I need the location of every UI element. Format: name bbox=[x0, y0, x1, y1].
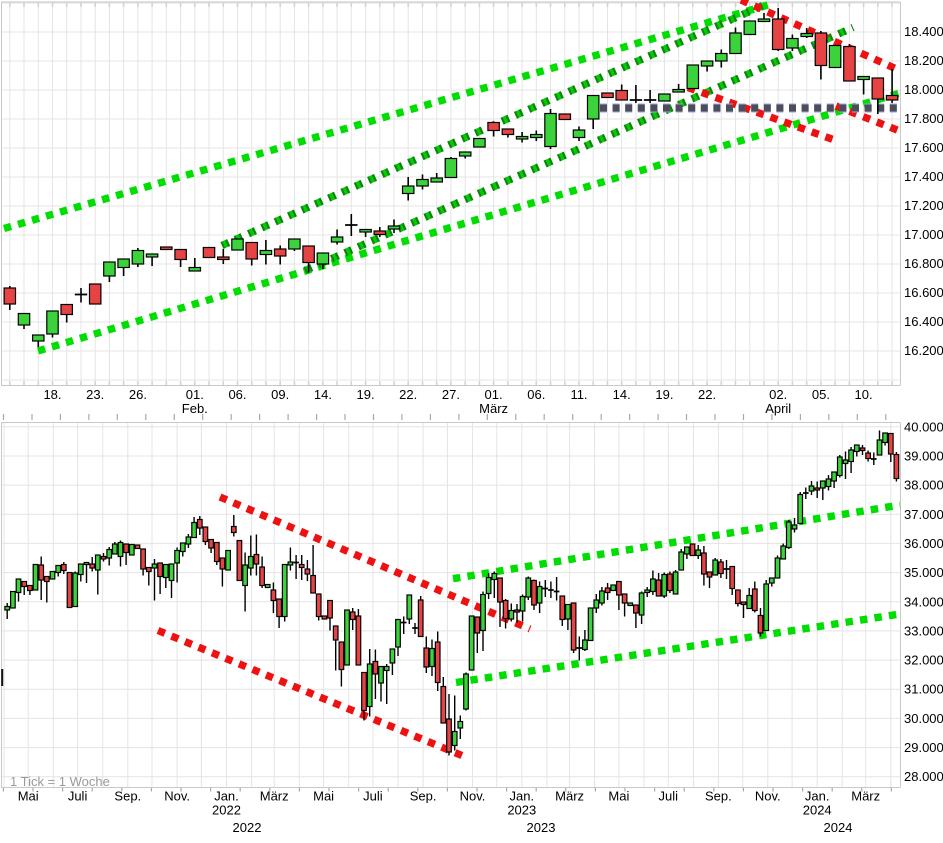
svg-text:06.: 06. bbox=[527, 387, 545, 402]
svg-text:19.: 19. bbox=[655, 387, 673, 402]
svg-text:Mai: Mai bbox=[313, 789, 334, 804]
svg-text:Jan.: Jan. bbox=[510, 789, 535, 804]
svg-text:35.000: 35.000 bbox=[904, 565, 943, 580]
svg-text:2022: 2022 bbox=[233, 820, 262, 835]
svg-text:01.: 01. bbox=[485, 387, 503, 402]
svg-text:26.: 26. bbox=[129, 387, 147, 402]
svg-text:22.: 22. bbox=[698, 387, 716, 402]
svg-text:Jan.: Jan. bbox=[805, 789, 830, 804]
svg-text:18.000: 18.000 bbox=[904, 82, 943, 97]
svg-text:Juli: Juli bbox=[363, 789, 383, 804]
svg-text:11.: 11. bbox=[570, 387, 587, 402]
svg-text:März: März bbox=[260, 789, 289, 804]
svg-text:16.800: 16.800 bbox=[904, 256, 943, 271]
svg-text:18.: 18. bbox=[43, 387, 61, 402]
svg-text:Nov.: Nov. bbox=[460, 789, 486, 804]
svg-text:17.600: 17.600 bbox=[904, 140, 943, 155]
svg-text:10.: 10. bbox=[855, 387, 873, 402]
svg-text:36.000: 36.000 bbox=[904, 536, 943, 551]
svg-text:17.800: 17.800 bbox=[904, 111, 943, 126]
svg-text:2023: 2023 bbox=[527, 820, 556, 835]
svg-text:17.000: 17.000 bbox=[904, 227, 943, 242]
svg-text:09.: 09. bbox=[271, 387, 289, 402]
svg-text:März: März bbox=[555, 789, 584, 804]
svg-text:16.600: 16.600 bbox=[904, 285, 943, 300]
svg-text:2023: 2023 bbox=[507, 803, 536, 818]
svg-text:31.000: 31.000 bbox=[904, 682, 943, 697]
svg-text:Mai: Mai bbox=[608, 789, 629, 804]
svg-text:14.: 14. bbox=[613, 387, 631, 402]
svg-text:Jan.: Jan. bbox=[214, 789, 239, 804]
svg-text:Juli: Juli bbox=[659, 789, 679, 804]
svg-text:28.000: 28.000 bbox=[904, 769, 943, 784]
svg-text:Nov.: Nov. bbox=[164, 789, 190, 804]
svg-text:Sep.: Sep. bbox=[410, 789, 437, 804]
svg-text:17.200: 17.200 bbox=[904, 198, 943, 213]
svg-text:Mai: Mai bbox=[18, 789, 39, 804]
svg-text:14.: 14. bbox=[314, 387, 332, 402]
svg-text:2022: 2022 bbox=[212, 803, 241, 818]
svg-text:27.: 27. bbox=[442, 387, 460, 402]
svg-text:05.: 05. bbox=[812, 387, 830, 402]
svg-text:16.400: 16.400 bbox=[904, 314, 943, 329]
svg-text:16.200: 16.200 bbox=[904, 343, 943, 358]
svg-text:23.: 23. bbox=[86, 387, 104, 402]
svg-text:37.000: 37.000 bbox=[904, 507, 943, 522]
svg-text:März: März bbox=[479, 401, 508, 416]
svg-text:06.: 06. bbox=[228, 387, 246, 402]
svg-text:40.000: 40.000 bbox=[904, 419, 943, 434]
svg-text:18.200: 18.200 bbox=[904, 53, 943, 68]
svg-text:22.: 22. bbox=[399, 387, 417, 402]
svg-text:1 Tick = 1 Woche: 1 Tick = 1 Woche bbox=[10, 774, 110, 789]
svg-text:38.000: 38.000 bbox=[904, 478, 943, 493]
svg-text:2024: 2024 bbox=[824, 820, 853, 835]
svg-text:29.000: 29.000 bbox=[904, 740, 943, 755]
svg-text:Feb.: Feb. bbox=[182, 401, 208, 416]
svg-text:33.000: 33.000 bbox=[904, 623, 943, 638]
svg-text:02.: 02. bbox=[769, 387, 787, 402]
svg-text:01.: 01. bbox=[186, 387, 204, 402]
svg-text:32.000: 32.000 bbox=[904, 653, 943, 668]
svg-text:19.: 19. bbox=[357, 387, 375, 402]
svg-text:2024: 2024 bbox=[803, 803, 832, 818]
svg-text:Sep.: Sep. bbox=[705, 789, 732, 804]
svg-text:Sep.: Sep. bbox=[114, 789, 141, 804]
svg-text:April: April bbox=[765, 401, 791, 416]
svg-text:Juli: Juli bbox=[68, 789, 88, 804]
svg-text:18.400: 18.400 bbox=[904, 24, 943, 39]
svg-text:Nov.: Nov. bbox=[755, 789, 781, 804]
svg-text:17.400: 17.400 bbox=[904, 169, 943, 184]
svg-text:39.000: 39.000 bbox=[904, 449, 943, 464]
svg-text:30.000: 30.000 bbox=[904, 711, 943, 726]
svg-text:34.000: 34.000 bbox=[904, 594, 943, 609]
svg-text:März: März bbox=[851, 789, 880, 804]
